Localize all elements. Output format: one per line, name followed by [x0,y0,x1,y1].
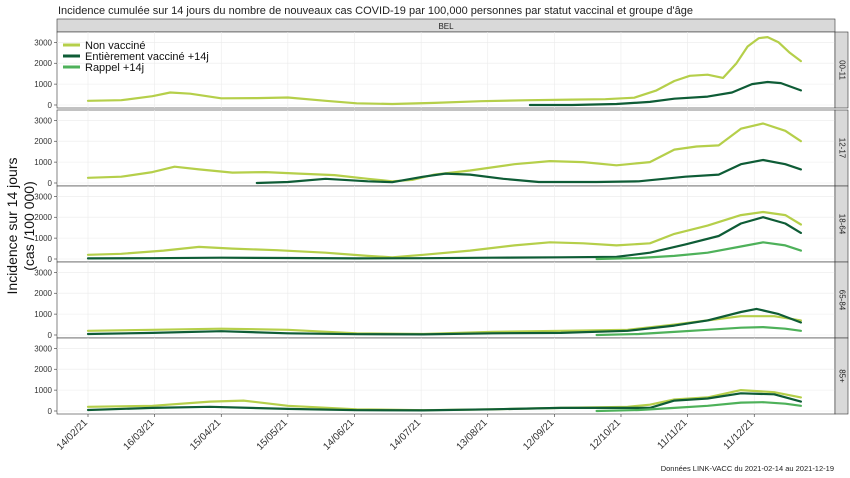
legend-label: Entièrement vacciné +14j [85,51,209,63]
y-tick-label: 2000 [34,137,52,146]
y-tick-label: 3000 [34,38,52,47]
panel-strip-label: 18-64 [837,214,846,235]
x-tick-label: 13/08/21 [455,417,491,453]
y-tick-label: 1000 [34,386,52,395]
panel-00-11: 0 1000 2000 3000 00-11 [34,31,849,110]
series-line [86,122,802,183]
data-source-caption: Données LINK-VACC du 2021-02-14 au 2021-… [661,464,834,473]
x-tick-label: 11/11/21 [655,417,690,452]
panel-strip-label: 85+ [837,369,846,383]
series-line [595,326,802,337]
series-line [595,401,802,413]
panel-frame [56,31,836,109]
panels: 0 1000 2000 3000 00-11 0 1000 2000 3000 12-17 0 100… [34,31,849,416]
panel-strip [834,337,849,415]
x-tick-label: 12/10/21 [588,417,624,453]
x-tick-label: 16/03/21 [121,417,157,453]
series-line [255,158,802,185]
y-tick-label: 3000 [34,192,52,201]
legend-label: Non vacciné [85,40,146,52]
y-tick-label: 0 [48,101,53,110]
y-tick-label: 1000 [34,310,52,319]
series-line [86,392,802,412]
series-line [595,241,802,261]
panel-65-84: 0 1000 2000 3000 65-84 [34,261,849,340]
series-line [528,80,802,107]
y-tick-label: 1000 [34,158,52,167]
panel-strip-label: 12-17 [837,138,846,159]
x-tick-label: 14/07/21 [388,417,424,453]
panel-18-64: 0 1000 2000 3000 18-64 [34,185,849,264]
y-tick-label: 1000 [34,234,52,243]
x-tick-label: 11/12/21 [722,417,757,452]
y-tick-label: 3000 [34,116,52,125]
top-strip: BEL [56,18,836,33]
panel-12-17: 0 1000 2000 3000 12-17 [34,109,849,188]
panel-85+: 0 1000 2000 3000 85+ [34,337,849,416]
y-tick-label: 1000 [34,80,52,89]
x-tick-label: 14/02/21 [55,417,91,453]
panel-frame [56,185,836,263]
y-tick-label: 2000 [34,289,52,298]
y-tick-label: 0 [48,255,53,264]
series-line [86,216,802,260]
series-line [86,307,802,336]
x-tick-label: 15/05/21 [255,417,291,453]
top-strip-label: BEL [438,22,454,31]
x-tick-label: 14/06/21 [321,417,357,453]
y-tick-label: 3000 [34,344,52,353]
x-tick-label: 12/09/21 [521,417,557,453]
panel-strip [834,31,849,109]
y-tick-label: 2000 [34,59,52,68]
y-tick-label: 2000 [34,213,52,222]
y-axis-title-line2: (cas /100 000) [21,181,37,271]
y-axis-title-line1: Incidence sur 14 jours [4,158,20,295]
panel-frame [56,337,836,415]
y-tick-label: 0 [48,407,53,416]
x-axis: 14/02/21 16/03/21 15/04/21 15/05/21 14/06/21… [55,414,757,453]
legend-label: Rappel +14j [85,62,144,74]
x-tick-label: 15/04/21 [188,417,224,453]
chart-title: Incidence cumulée sur 14 jours du nombre… [58,5,693,17]
y-axis-title: Incidence sur 14 jours (cas /100 000) [4,158,37,295]
panel-strip-label: 65-84 [837,290,846,311]
y-tick-label: 0 [48,179,53,188]
y-tick-label: 0 [48,331,53,340]
panel-frame [56,261,836,339]
y-tick-label: 3000 [34,268,52,277]
panel-strip-label: 00-11 [837,60,846,80]
series-line [86,315,802,336]
series-line [86,36,802,106]
series-line [86,210,802,259]
y-tick-label: 2000 [34,365,52,374]
